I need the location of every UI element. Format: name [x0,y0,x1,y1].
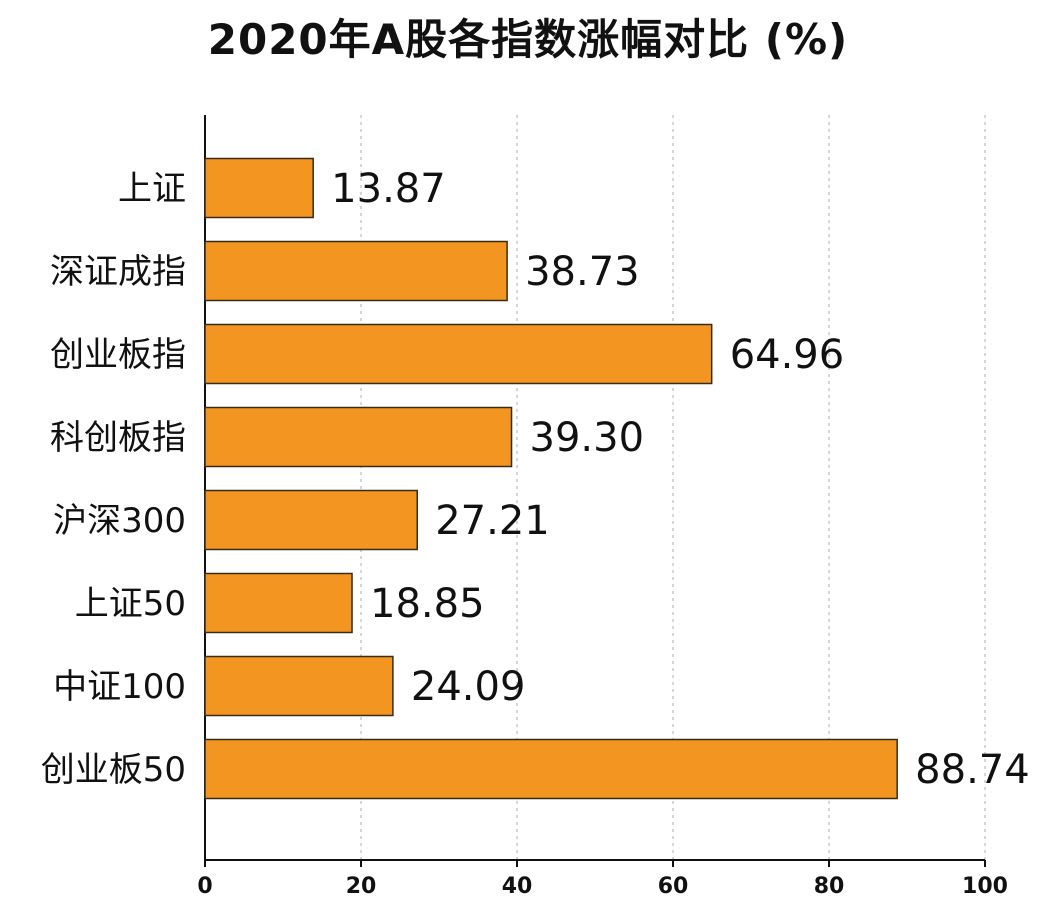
value-label: 88.74 [915,747,1030,793]
x-tick-label: 80 [814,874,845,897]
gridlines [360,115,986,860]
value-label: 39.30 [530,415,645,461]
category-label: 中证100 [53,667,186,707]
chart-title: 2020年A股各指数涨幅对比 (%) [207,15,849,64]
x-tick-label: 100 [962,874,1008,897]
category-label: 科创板指 [50,418,186,458]
value-label: 18.85 [370,581,485,627]
x-tick-label: 20 [346,874,377,897]
value-label: 64.96 [730,332,845,378]
value-label: 24.09 [411,664,526,710]
x-tick-label: 40 [502,874,533,897]
category-label: 创业板50 [41,750,186,790]
category-label: 上证 [118,169,186,209]
x-tick-labels: 0 20 40 60 80 100 [197,874,1008,897]
category-label: 沪深300 [53,501,186,541]
value-label: 38.73 [525,249,640,295]
bar [204,323,713,385]
x-tick-label: 60 [658,874,689,897]
labels: 上证 13.87 深证成指 38.73 创业板指 64.96 科创板指 39.30 沪深300 2… [41,166,1030,793]
bars [204,157,898,800]
bar [204,572,353,634]
bar [204,489,418,551]
category-label: 上证50 [75,584,186,624]
x-tick-label: 0 [197,874,212,897]
bar [204,157,314,219]
value-label: 27.21 [435,498,550,544]
bar [204,738,898,800]
axes [204,115,986,867]
bar [204,655,394,717]
value-label: 13.87 [331,166,446,212]
category-label: 创业板指 [50,335,186,375]
bar [204,406,513,468]
category-label: 深证成指 [50,252,186,292]
bar [204,240,508,302]
